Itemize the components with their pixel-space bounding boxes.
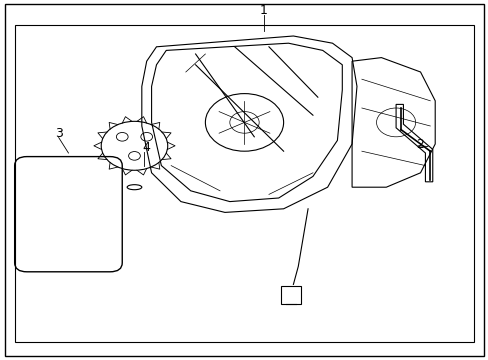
Bar <box>15 25 473 342</box>
Text: 1: 1 <box>260 4 267 17</box>
Text: 3: 3 <box>55 127 62 140</box>
Bar <box>281 286 300 304</box>
Text: 2: 2 <box>416 138 424 150</box>
Text: 4: 4 <box>142 141 150 154</box>
